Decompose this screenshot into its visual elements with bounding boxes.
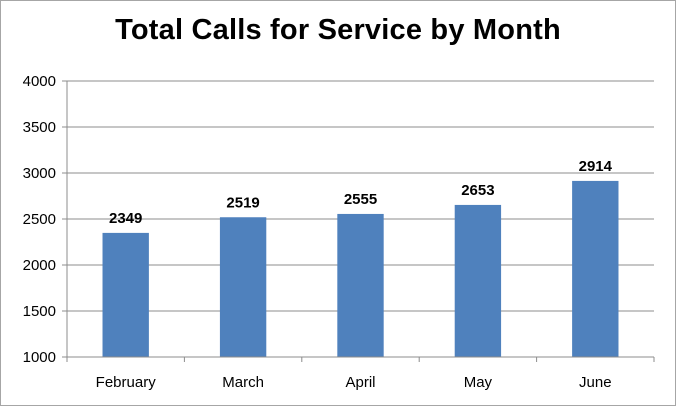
data-label: 2555 [344,191,377,208]
y-tick-label: 3000 [23,165,56,182]
y-tick-label: 2500 [23,211,56,228]
bars [102,180,619,357]
bar-april [337,213,384,357]
bar-february [102,232,149,357]
x-tick-label: March [222,374,264,391]
x-tick-label: June [579,374,612,391]
bar-june [572,180,619,357]
bar-may [454,204,502,357]
y-tick-label: 4000 [23,73,56,90]
x-tick-label: May [464,374,493,391]
labels: 1000 1500 2000 2500 3000 3500 4000 2349 February… [23,73,613,391]
data-label: 2349 [109,210,142,227]
axes [62,80,655,362]
x-tick-label: April [345,374,375,391]
data-label: 2653 [461,182,494,199]
data-label: 2914 [579,158,613,175]
x-tick-label: February [96,374,157,391]
y-tick-label: 1000 [23,349,56,366]
y-tick-label: 1500 [23,303,56,320]
data-label: 2519 [226,194,259,211]
y-tick-label: 2000 [23,257,56,274]
y-tick-label: 3500 [23,119,56,136]
bar-march [219,217,267,357]
chart-title: Total Calls for Service by Month [115,14,561,46]
